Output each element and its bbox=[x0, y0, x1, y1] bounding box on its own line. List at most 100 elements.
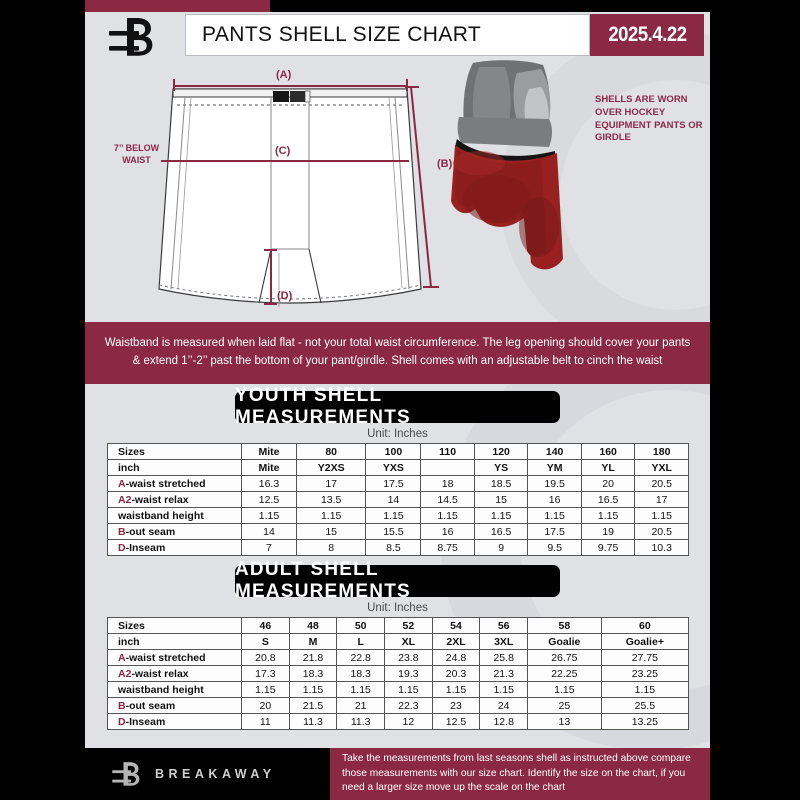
table-cell: 17 bbox=[634, 491, 689, 508]
table-cell: 13.5 bbox=[295, 491, 367, 508]
table-cell: 14 bbox=[241, 523, 297, 540]
adult-section-heading: ADULT SHELL MEASUREMENTS bbox=[235, 559, 560, 602]
dim-tick-d-top bbox=[264, 249, 277, 251]
table-cell: Y2XS bbox=[295, 459, 367, 476]
table-row: A-waist stretched 20.8 21.8 22.8 23.8 24.8 25.… bbox=[107, 649, 690, 666]
table-cell: 1.15 bbox=[634, 507, 689, 524]
table-row: inch S M L XL 2XL 3XL Goalie Goalie+ bbox=[107, 633, 690, 650]
table-row: D-Inseam 7 8 8.5 8.75 9 9.5 9.75 10.3 bbox=[107, 539, 689, 556]
table-cell: 17.5 bbox=[365, 475, 422, 492]
product-photo bbox=[451, 60, 563, 270]
table-cell: 25.5 bbox=[600, 697, 690, 714]
row-label: inch bbox=[107, 459, 242, 476]
table-cell: 16.5 bbox=[580, 491, 636, 508]
table-cell: XL bbox=[384, 633, 433, 650]
dim-label-a: (A) bbox=[276, 69, 292, 81]
table-cell: 1.15 bbox=[527, 681, 602, 698]
table-cell: 16 bbox=[420, 523, 475, 540]
table-cell: 20.8 bbox=[241, 649, 290, 666]
table-cell: 17.5 bbox=[527, 523, 582, 540]
youth-section-heading: YOUTH SHELL MEASUREMENTS bbox=[235, 385, 560, 428]
table-cell: 46 bbox=[241, 617, 290, 634]
table-cell: Mite bbox=[241, 443, 297, 460]
table-cell: 3XL bbox=[479, 633, 529, 650]
table-cell: 58 bbox=[527, 617, 602, 634]
table-cell: 23.8 bbox=[384, 649, 433, 666]
table-cell: 15.5 bbox=[365, 523, 422, 540]
table-cell: 1.15 bbox=[288, 681, 338, 698]
breakaway-b-logo-icon bbox=[109, 18, 153, 56]
table-cell: 18 bbox=[420, 475, 475, 492]
table-cell: 21.5 bbox=[288, 697, 338, 714]
table-cell: 11.3 bbox=[288, 713, 338, 730]
table-row: B-out seam 20 21.5 21 22.3 23 24 25 25.5 bbox=[107, 697, 690, 714]
table-cell: 48 bbox=[288, 617, 338, 634]
row-label-marker: A bbox=[118, 651, 126, 664]
table-cell: YS bbox=[473, 459, 529, 476]
table-row: A2-waist relax 17.3 18.3 18.3 19.3 20.3 21.3 22… bbox=[107, 665, 690, 682]
table-cell: 11 bbox=[241, 713, 290, 730]
table-cell: YXL bbox=[634, 459, 689, 476]
footer-brand-name: BREAKAWAY bbox=[155, 767, 276, 781]
product-photo-note: SHELLS ARE WORN OVER HOCKEY EQUIPMENT PA… bbox=[595, 94, 703, 144]
table-cell: 16.3 bbox=[241, 475, 297, 492]
table-cell: 1.15 bbox=[420, 507, 475, 524]
table-cell: Goalie+ bbox=[600, 633, 690, 650]
table-cell: L bbox=[336, 633, 386, 650]
dim-line-b bbox=[405, 86, 439, 288]
table-cell: 24.8 bbox=[431, 649, 481, 666]
table-cell: 1.15 bbox=[241, 681, 290, 698]
table-cell: 20.5 bbox=[634, 523, 689, 540]
table-cell: S bbox=[241, 633, 290, 650]
table-cell: 54 bbox=[431, 617, 481, 634]
table-cell: 100 bbox=[365, 443, 422, 460]
table-cell: 17.3 bbox=[241, 665, 290, 682]
table-cell: 19.5 bbox=[527, 475, 582, 492]
adult-size-table[interactable]: Sizes 46 48 50 52 54 56 58 60 inch S M L XL 2XL 3XL Goal… bbox=[107, 617, 690, 730]
dim-line-d bbox=[270, 249, 272, 305]
table-cell: 27.75 bbox=[600, 649, 690, 666]
top-strip-maroon bbox=[85, 0, 270, 12]
table-cell: 24 bbox=[479, 697, 529, 714]
table-cell: 1.15 bbox=[479, 681, 529, 698]
dim-tick-a-left bbox=[173, 79, 175, 91]
table-row: waistband height 1.15 1.15 1.15 1.15 1.15 1.15… bbox=[107, 681, 690, 698]
table-cell: 16.5 bbox=[473, 523, 529, 540]
table-cell: 21.3 bbox=[479, 665, 529, 682]
table-cell: 25 bbox=[527, 697, 602, 714]
table-cell: 22.25 bbox=[527, 665, 602, 682]
table-cell: 18.3 bbox=[288, 665, 338, 682]
table-cell: 7 bbox=[241, 539, 297, 556]
dim-tick-d-bot bbox=[264, 303, 277, 305]
row-label-marker: D bbox=[118, 541, 126, 554]
row-label: D-Inseam bbox=[107, 539, 242, 556]
table-cell: YM bbox=[527, 459, 582, 476]
dim-line-c bbox=[161, 160, 409, 162]
row-label: Sizes bbox=[107, 443, 242, 460]
breakaway-b-logo-icon bbox=[112, 762, 140, 786]
measurement-diagram: (A) (C) 7’’ BELOW WAIST (B) (D) bbox=[85, 59, 710, 317]
table-cell: 9 bbox=[473, 539, 529, 556]
table-row: waistband height 1.15 1.15 1.15 1.15 1.15 1.15… bbox=[107, 507, 689, 524]
table-cell: 13 bbox=[527, 713, 602, 730]
row-label: waistband height bbox=[107, 681, 242, 698]
page-title-box: PANTS SHELL SIZE CHART bbox=[185, 14, 590, 56]
table-cell: 19.3 bbox=[384, 665, 433, 682]
page-header: PANTS SHELL SIZE CHART 2025.4.22 bbox=[85, 12, 710, 59]
row-label-marker: A2 bbox=[118, 493, 132, 506]
row-label: B-out seam bbox=[107, 697, 242, 714]
table-cell: Mite bbox=[241, 459, 297, 476]
youth-unit-label: Unit: Inches bbox=[367, 428, 428, 440]
table-cell: 1.15 bbox=[431, 681, 481, 698]
row-label-marker: B bbox=[118, 699, 126, 712]
table-cell: 20 bbox=[241, 697, 290, 714]
table-cell: 52 bbox=[384, 617, 433, 634]
table-cell: Goalie bbox=[527, 633, 602, 650]
row-label: waistband height bbox=[107, 507, 242, 524]
page-title: PANTS SHELL SIZE CHART bbox=[202, 23, 482, 46]
table-cell: 1.15 bbox=[336, 681, 386, 698]
dim-label-d: (D) bbox=[277, 290, 293, 302]
youth-size-table[interactable]: Sizes Mite 80 100 110 120 140 160 180 inch Mite Y2X… bbox=[107, 443, 689, 556]
table-cell: YXS bbox=[365, 459, 422, 476]
table-cell: 56 bbox=[479, 617, 529, 634]
